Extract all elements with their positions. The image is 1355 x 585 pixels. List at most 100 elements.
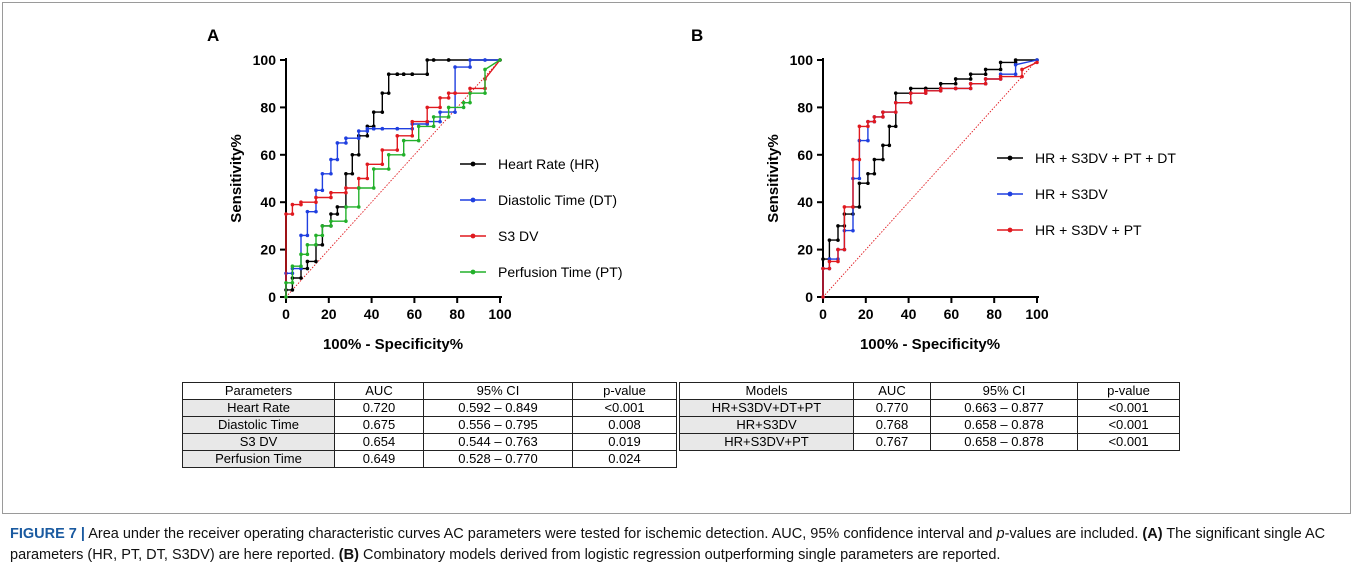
panel-a-series-1-point: [401, 72, 406, 77]
panel-a-series-2-point: [314, 209, 318, 214]
table-cell: 0.658 – 0.878: [930, 433, 1078, 451]
y-tick-label: 100: [253, 52, 277, 68]
table-cell: 0.658 – 0.878: [930, 416, 1078, 434]
panel-b-series-1-point: [983, 72, 988, 77]
panel-a-series-3-point: [468, 86, 472, 91]
panel-b-series-1-point: [857, 205, 862, 209]
panel-a-series-2-point: [483, 58, 487, 62]
table-header-cell: 95% CI: [423, 382, 573, 400]
panel-a-series-4-point: [461, 100, 466, 105]
panel-a-series-3-point: [425, 105, 430, 110]
legend-label: Heart Rate (HR): [498, 156, 599, 172]
panel-a-series-2-point: [314, 188, 318, 193]
y-tick-label: 40: [797, 194, 813, 210]
panel-b-series-1-point: [872, 157, 877, 162]
panel-a-series-4-point: [305, 252, 310, 257]
table-row: Diastolic Time 0.675 0.556 – 0.795 0.008: [182, 416, 677, 434]
table-row: S3 DV 0.654 0.544 – 0.763 0.019: [182, 433, 677, 451]
table-cell: 0.675: [334, 416, 424, 434]
panel-a-series-1-point: [371, 110, 376, 114]
x-axis-label: 100% - Specificity%: [860, 336, 1000, 353]
y-axis-label: Sensitivity%: [228, 134, 245, 222]
x-tick-label: 20: [858, 306, 874, 322]
legend-swatch-marker: [1007, 227, 1013, 233]
panel-b-series-3-point: [1035, 60, 1039, 65]
panel-b-series-1-point: [968, 77, 973, 81]
panel-a-series-3-point: [410, 119, 415, 124]
panel-a-series-1-point: [425, 58, 430, 62]
panel-a-series-1-point: [329, 212, 333, 216]
panel-a-series-2-point: [468, 65, 472, 69]
panel-a-series-4-point: [468, 91, 472, 95]
table-header-cell: Parameters: [182, 382, 335, 400]
panel-b-series-1-point: [827, 238, 832, 242]
panel-a-series-2-point: [380, 126, 385, 131]
panel-a-series-3-point: [395, 134, 400, 138]
table-header-cell: p-value: [1077, 382, 1180, 400]
panel-b-series-1-point: [821, 257, 825, 261]
panel-b-series-3-point: [866, 119, 870, 124]
panel-a-series-4-point: [314, 233, 318, 238]
panel-b-series-3-point: [881, 110, 885, 114]
panel-b-series-3-point: [842, 247, 847, 252]
table-row: HR+S3DV 0.768 0.658 – 0.878 <0.001: [679, 416, 1180, 434]
panel-b-series-3-point: [836, 247, 840, 252]
caption-b-ref: (B): [338, 547, 359, 563]
x-tick-label: 40: [901, 306, 917, 322]
panel-a-series-4-point: [446, 105, 451, 110]
panel-a-series-3-point: [410, 134, 415, 138]
caption-text: Combinatory models derived from logistic…: [358, 547, 1001, 563]
y-tick-label: 60: [260, 147, 276, 163]
panel-b-series-3-point: [923, 89, 928, 93]
panel-a-series-1-point: [386, 72, 391, 77]
panel-a-series-3-point: [290, 212, 295, 216]
panel-a-series-3-point: [365, 162, 370, 167]
panel-a-series-4-point: [371, 186, 376, 190]
x-tick-label: 60: [944, 306, 960, 322]
figure-caption: FIGURE 7 | Area under the receiver opera…: [10, 524, 1345, 566]
panel-a-series-2-point: [453, 65, 457, 69]
panel-b-series-1-point: [887, 143, 892, 148]
panel-a-series-1-point: [320, 243, 325, 247]
panel-a-series-4-point: [371, 167, 376, 171]
panel-b-series-2-point: [1013, 72, 1018, 77]
panel-b-series-1-point: [893, 91, 898, 95]
panel-b-series-3-point: [872, 119, 877, 124]
panel-b-series-3-point: [1020, 74, 1024, 79]
y-tick-label: 0: [268, 289, 276, 305]
table-cell: 0.528 – 0.770: [423, 450, 573, 468]
panel-a-series-3-point: [329, 195, 333, 200]
legend-swatch-marker: [470, 161, 476, 167]
panel-b-series-3-point: [893, 110, 898, 114]
table-cell: 0.768: [853, 416, 931, 434]
table-cell: 0.654: [334, 433, 424, 451]
panel-a-series-3-point: [395, 148, 400, 152]
panel-a-series-1-point: [335, 205, 340, 209]
panel-b-series-3-point: [983, 77, 988, 81]
panel-a-series-1-point: [335, 212, 340, 216]
panel-a-series-4-point: [498, 58, 502, 62]
table-cell: HR+S3DV+PT: [679, 433, 854, 451]
panel-b-series-1-point: [881, 157, 885, 162]
table-cell: 0.556 – 0.795: [423, 416, 573, 434]
panel-a-series-3-point: [344, 190, 348, 195]
panel-b-series-1-point: [887, 124, 892, 129]
panel-a-series-4-point: [320, 224, 325, 228]
y-tick-label: 20: [797, 242, 813, 258]
panel-a-series-2-point: [305, 233, 310, 238]
panel-a-series-4-point: [329, 224, 333, 228]
panel-a-series-3-point: [290, 202, 295, 207]
models-table: Models AUC 95% CI p-value HR+S3DV+DT+PT …: [679, 382, 1180, 451]
table-row: HR+S3DV+DT+PT 0.770 0.663 – 0.877 <0.001: [679, 399, 1180, 417]
panel-a-series-3-point: [425, 119, 430, 124]
y-tick-label: 20: [260, 242, 276, 258]
legend-swatch-marker: [470, 197, 476, 203]
y-tick-label: 80: [797, 99, 813, 115]
panel-b-series-1-point: [881, 143, 885, 148]
panel-a-series-2-point: [438, 119, 442, 124]
table-cell: Heart Rate: [182, 399, 335, 417]
x-tick-label: 80: [449, 306, 465, 322]
table-cell: <0.001: [1077, 433, 1180, 451]
table-cell: 0.720: [334, 399, 424, 417]
x-tick-label: 40: [364, 306, 380, 322]
